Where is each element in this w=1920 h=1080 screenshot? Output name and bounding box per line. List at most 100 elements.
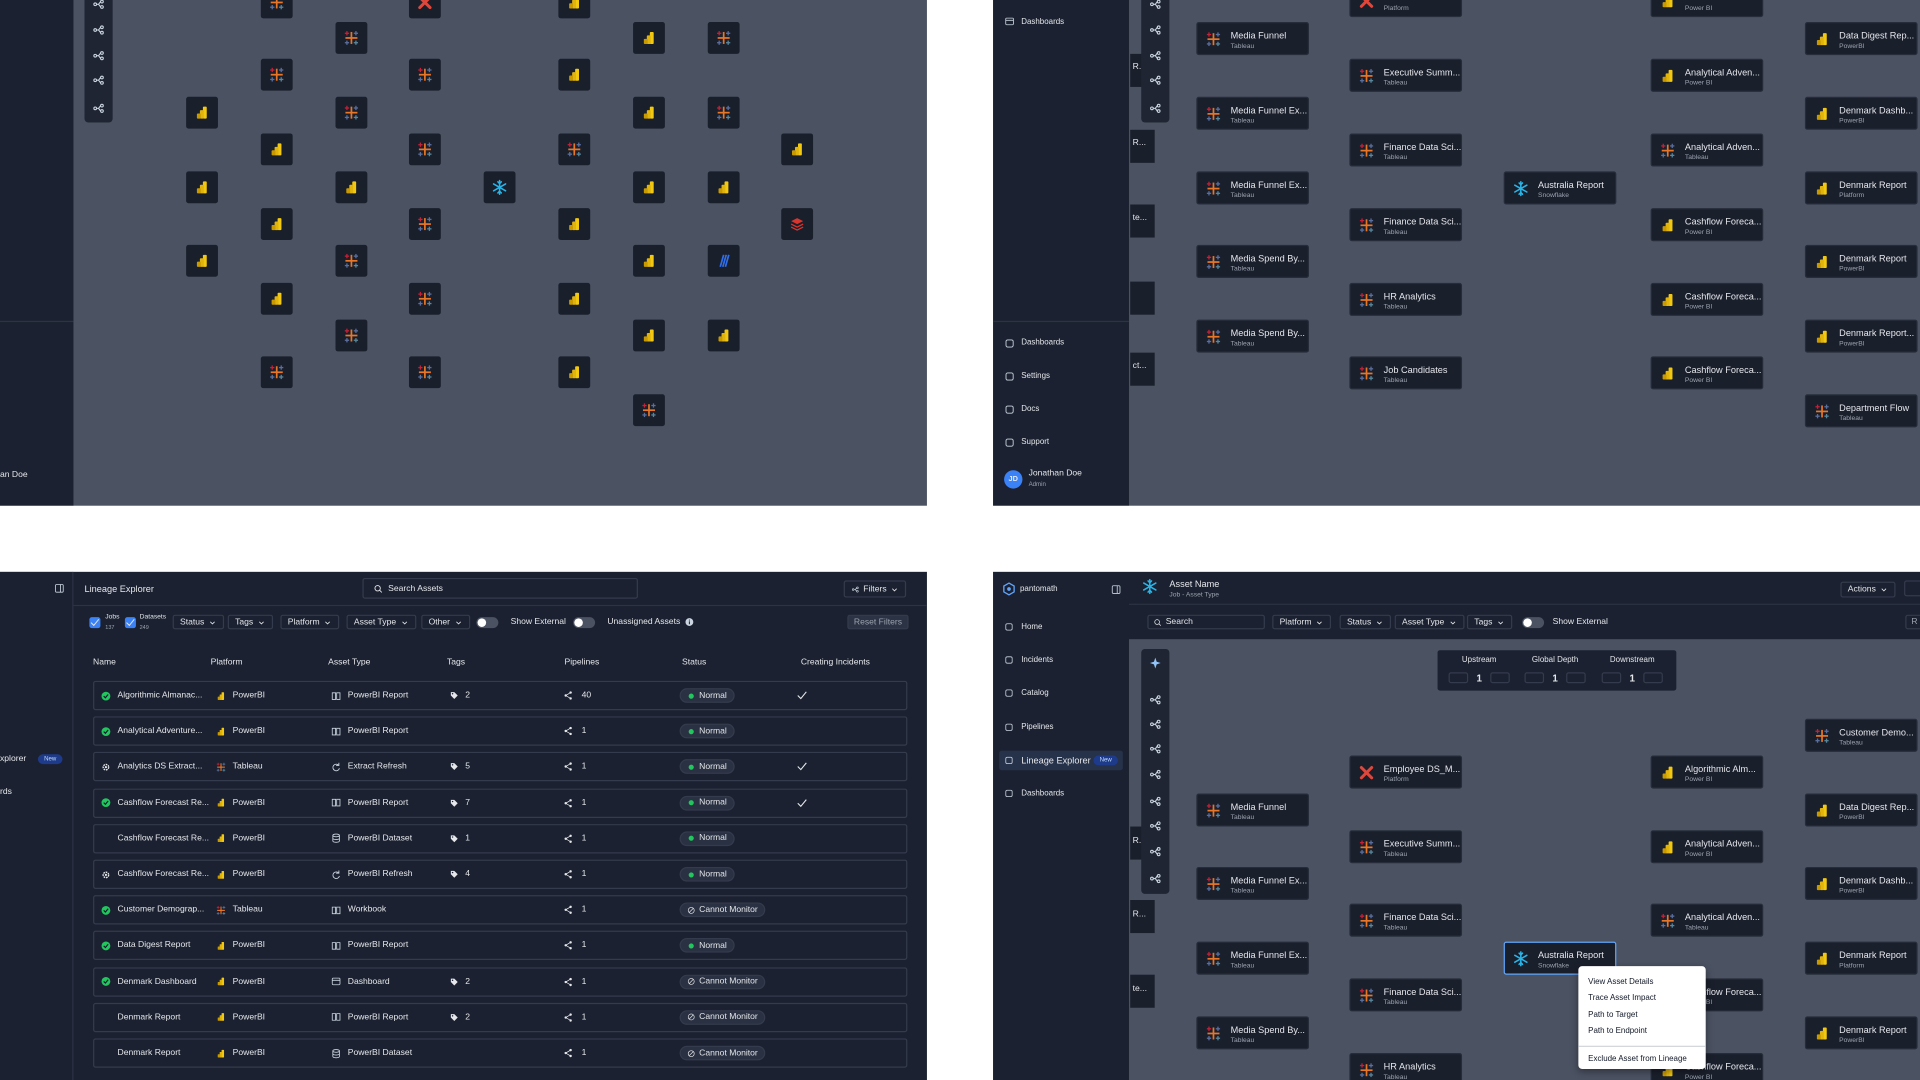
table-row[interactable] bbox=[93, 931, 908, 961]
lineage-node-icon[interactable] bbox=[558, 58, 591, 91]
lineage-node-icon[interactable] bbox=[558, 356, 591, 389]
menu-item[interactable]: Trace Asset Impact bbox=[1588, 994, 1656, 1003]
lineage-node[interactable]: Media Funnel Ex... Tableau bbox=[1196, 941, 1309, 975]
lineage-node-icon[interactable] bbox=[186, 171, 218, 204]
lineage-node-icon[interactable] bbox=[707, 319, 740, 352]
lineage-node-icon[interactable] bbox=[260, 58, 293, 91]
filter-dropdown[interactable]: Tags bbox=[227, 614, 273, 630]
menu-item[interactable]: Path to Endpoint bbox=[1588, 1026, 1648, 1036]
nav-item[interactable]: Home bbox=[1021, 622, 1043, 632]
lineage-node[interactable]: Denmark Report Platform bbox=[1804, 171, 1918, 205]
depth-increase[interactable] bbox=[1566, 672, 1586, 684]
filter-dropdown[interactable]: Platform bbox=[1272, 614, 1332, 630]
checkbox[interactable] bbox=[124, 616, 136, 628]
nav-item[interactable]: Support bbox=[1021, 437, 1050, 447]
lineage-node[interactable]: Algorithmic Alm... Power BI bbox=[1650, 755, 1764, 789]
toggle[interactable] bbox=[476, 616, 499, 628]
lineage-node-icon[interactable] bbox=[633, 171, 665, 204]
lineage-node-icon[interactable] bbox=[260, 282, 293, 315]
lineage-node[interactable]: Data Digest Rep... PowerBI bbox=[1804, 793, 1918, 827]
lineage-node[interactable]: Finance Data Sci... Tableau bbox=[1349, 978, 1463, 1012]
lineage-node-icon[interactable] bbox=[558, 0, 591, 19]
lineage-node[interactable]: Executive Summ... Tableau bbox=[1349, 58, 1463, 92]
lineage-node[interactable]: Analytical Adven... Tableau bbox=[1650, 133, 1764, 167]
nav-item[interactable]: Incidents bbox=[1021, 655, 1054, 665]
lineage-node-icon[interactable] bbox=[260, 0, 293, 19]
menu-item[interactable]: Exclude Asset from Lineage bbox=[1588, 1054, 1687, 1064]
lineage-node-icon[interactable] bbox=[633, 96, 665, 129]
lineage-node[interactable]: HR Analytics Tableau bbox=[1349, 282, 1463, 316]
lineage-node[interactable]: Analytical Adven... Power BI bbox=[1650, 58, 1764, 92]
lineage-node[interactable]: Job Candidates Tableau bbox=[1349, 356, 1463, 390]
lineage-node[interactable]: Finance Data Sci... Tableau bbox=[1349, 903, 1463, 937]
lineage-node-icon[interactable] bbox=[408, 282, 441, 315]
filter-dropdown[interactable]: Tags bbox=[1466, 614, 1512, 630]
table-row[interactable] bbox=[93, 1038, 908, 1068]
lineage-node-icon[interactable] bbox=[408, 58, 441, 91]
nav-item[interactable]: Docs bbox=[1021, 404, 1040, 414]
menu-item[interactable]: View Asset Details bbox=[1588, 977, 1654, 987]
lineage-node[interactable]: Department Flow Tableau bbox=[1804, 394, 1918, 428]
lineage-node-icon[interactable] bbox=[335, 171, 368, 204]
nav-item[interactable]: Dashboards bbox=[1021, 17, 1065, 27]
lineage-node[interactable]: Media Funnel Tableau bbox=[1196, 793, 1309, 827]
lineage-node[interactable]: Platform bbox=[1349, 0, 1463, 18]
search-box[interactable]: Search Assets bbox=[362, 577, 638, 599]
table-row[interactable] bbox=[93, 752, 908, 782]
depth-increase[interactable] bbox=[1643, 672, 1663, 684]
nav-item[interactable]: rds bbox=[0, 787, 12, 797]
lineage-node[interactable]: Finance Data Sci... Tableau bbox=[1349, 133, 1463, 167]
lineage-node[interactable]: Analytical Adven... Power BI bbox=[1650, 830, 1764, 864]
lineage-node-icon[interactable] bbox=[558, 208, 591, 241]
depth-decrease[interactable] bbox=[1601, 672, 1622, 684]
toggle[interactable] bbox=[573, 616, 596, 628]
lineage-node[interactable]: Media Spend By... Tableau bbox=[1196, 244, 1309, 278]
lineage-node-icon[interactable] bbox=[781, 208, 814, 241]
filters-button[interactable]: Filters bbox=[843, 580, 907, 598]
nav-item[interactable]: Dashboards bbox=[1021, 338, 1065, 348]
lineage-node-icon[interactable] bbox=[260, 208, 293, 241]
lineage-node-icon[interactable] bbox=[633, 394, 665, 427]
lineage-node[interactable]: Denmark Dashb... PowerBI bbox=[1804, 866, 1918, 901]
lineage-node-icon[interactable] bbox=[707, 244, 740, 277]
checkbox[interactable] bbox=[89, 616, 101, 628]
lineage-node[interactable]: Media Funnel Ex... Tableau bbox=[1196, 866, 1309, 901]
lineage-node[interactable]: Media Funnel Ex... Tableau bbox=[1196, 96, 1309, 130]
lineage-node[interactable]: Denmark Report Platform bbox=[1804, 941, 1918, 975]
lineage-node-icon[interactable] bbox=[633, 244, 665, 277]
table-row[interactable] bbox=[93, 859, 908, 889]
filter-dropdown[interactable]: Asset Type bbox=[346, 614, 416, 630]
lineage-node-icon[interactable] bbox=[408, 0, 441, 19]
lineage-node[interactable]: Denmark Report... PowerBI bbox=[1804, 319, 1918, 353]
lineage-node[interactable]: Executive Summ... Tableau bbox=[1349, 830, 1463, 864]
lineage-node[interactable]: Media Spend By... Tableau bbox=[1196, 319, 1309, 353]
lineage-node[interactable]: Finance Data Sci... Tableau bbox=[1349, 208, 1463, 242]
depth-decrease[interactable] bbox=[1448, 672, 1469, 684]
lineage-node-icon[interactable] bbox=[335, 319, 368, 352]
lineage-node[interactable]: Customer Demo... Tableau bbox=[1804, 718, 1918, 752]
filter-dropdown[interactable]: Other bbox=[421, 614, 470, 630]
lineage-node-icon[interactable] bbox=[707, 171, 740, 204]
lineage-node-icon[interactable] bbox=[186, 96, 218, 129]
nav-item[interactable]: Lineage Explorer bbox=[1021, 754, 1091, 766]
table-row[interactable] bbox=[93, 788, 908, 818]
actions-button[interactable]: Actions bbox=[1840, 581, 1896, 597]
lineage-node[interactable]: Power BI bbox=[1650, 0, 1764, 18]
lineage-node[interactable]: Cashflow Foreca...Power BI bbox=[1650, 282, 1764, 316]
lineage-node[interactable]: Australia Report Snowflake bbox=[1503, 171, 1617, 205]
lineage-node-icon[interactable] bbox=[781, 133, 814, 166]
lineage-node[interactable]: Denmark Dashb... PowerBI bbox=[1804, 96, 1918, 130]
lineage-node-icon[interactable] bbox=[633, 319, 665, 352]
nav-item[interactable]: Dashboards bbox=[1021, 789, 1065, 798]
lineage-node-icon[interactable] bbox=[335, 96, 368, 129]
filter-dropdown[interactable]: Status bbox=[1339, 614, 1391, 630]
lineage-node-icon[interactable] bbox=[408, 356, 441, 389]
lineage-node-icon[interactable] bbox=[633, 22, 665, 54]
table-row[interactable] bbox=[93, 823, 908, 854]
filter-dropdown[interactable]: Status bbox=[172, 614, 224, 630]
table-row[interactable] bbox=[93, 680, 908, 711]
lineage-node[interactable]: Denmark Report PowerBI bbox=[1804, 244, 1918, 278]
filter-dropdown[interactable]: Platform bbox=[280, 614, 340, 630]
search-box[interactable]: Search bbox=[1147, 614, 1265, 630]
lineage-node-icon[interactable] bbox=[408, 133, 441, 166]
